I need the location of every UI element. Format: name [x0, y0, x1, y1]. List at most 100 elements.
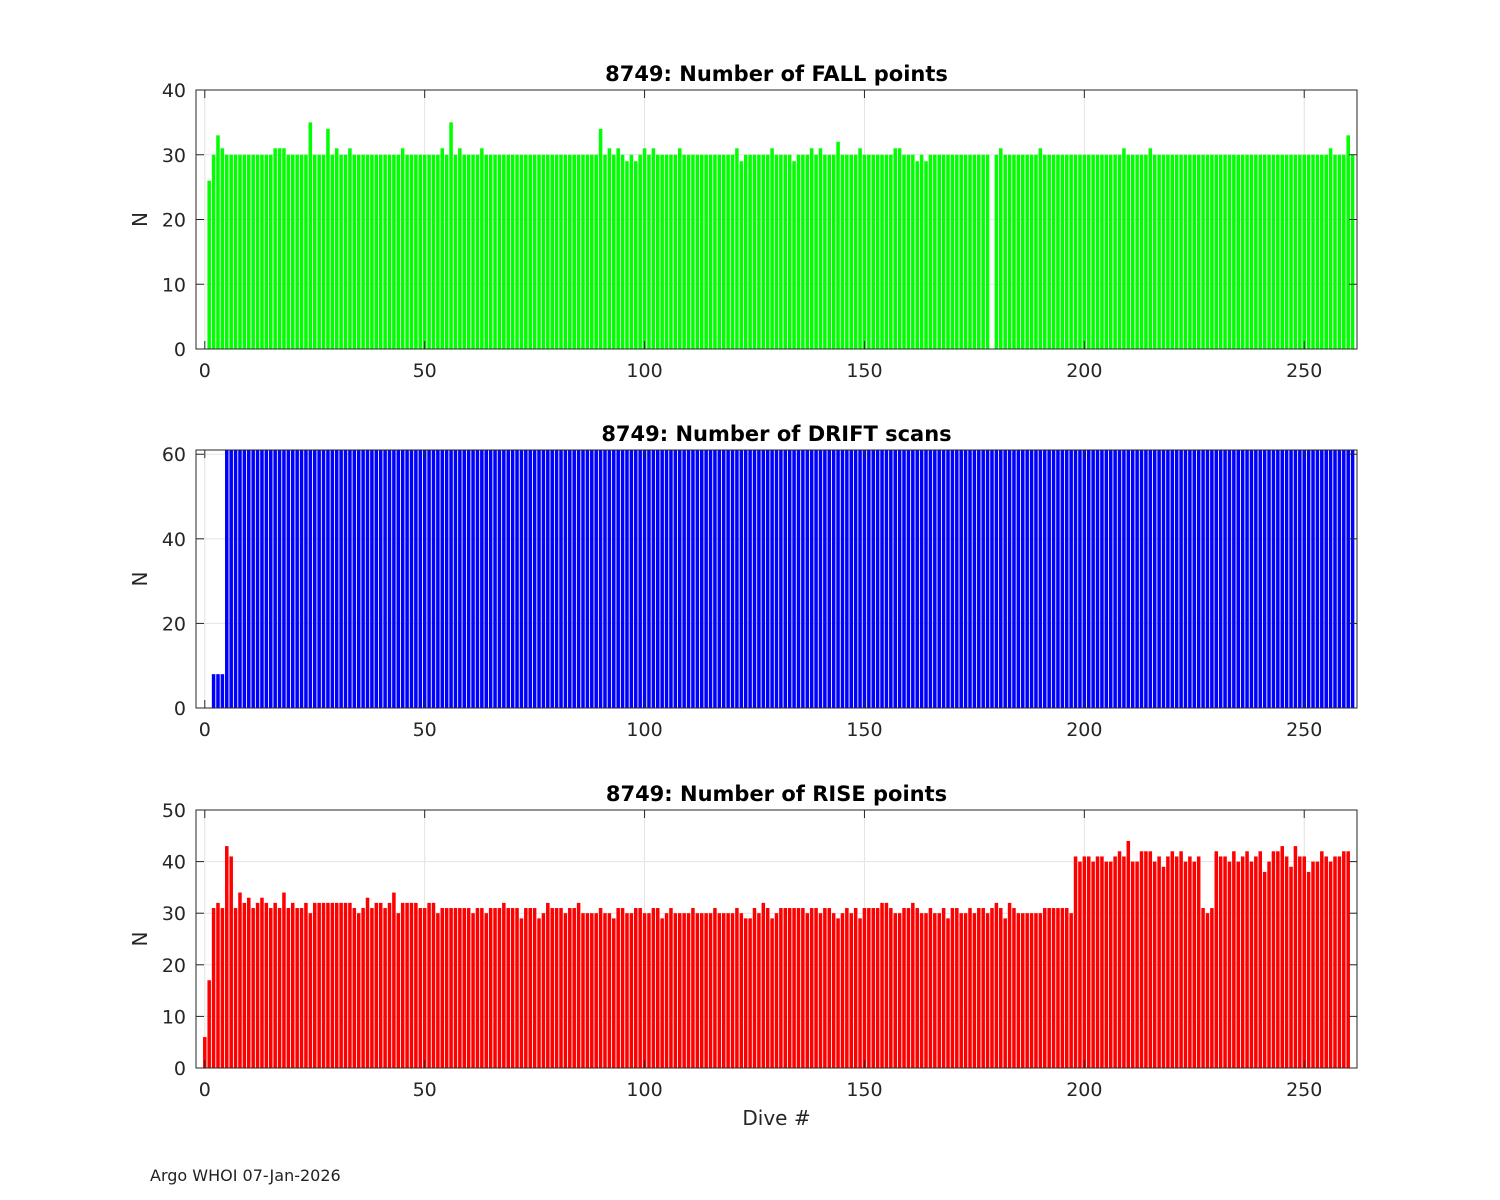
bar [572, 154, 576, 349]
bar [691, 154, 695, 349]
bar [620, 450, 625, 708]
bar [1152, 861, 1157, 1068]
bar [422, 154, 427, 349]
bar [1139, 851, 1144, 1068]
x-tick-label: 100 [626, 1079, 662, 1101]
bar [1126, 840, 1131, 1068]
bar [889, 450, 893, 708]
bar [968, 908, 972, 1068]
y-tick-label: 30 [162, 145, 186, 167]
bar [708, 450, 713, 708]
bar [792, 908, 796, 1068]
bar [1236, 861, 1241, 1068]
bar [933, 450, 937, 708]
bar [1166, 856, 1170, 1068]
bar [286, 450, 291, 708]
bar [524, 154, 528, 349]
bar [348, 148, 352, 349]
bar [1012, 154, 1016, 349]
bar [840, 154, 845, 349]
bar [880, 450, 884, 708]
bar [528, 908, 532, 1068]
bar [378, 902, 383, 1068]
bar [752, 450, 757, 708]
bar [937, 154, 941, 349]
bar [849, 913, 854, 1068]
bar [590, 913, 594, 1068]
x-tick-label: 150 [846, 360, 882, 382]
bar [308, 122, 313, 349]
bar [546, 450, 550, 708]
bar [765, 908, 770, 1068]
bar [304, 154, 308, 349]
bar [431, 154, 436, 349]
bar [607, 450, 612, 708]
x-tick-label: 250 [1286, 719, 1322, 741]
bar [312, 154, 317, 349]
bar [1298, 450, 1302, 708]
bar [348, 902, 352, 1068]
bar [823, 908, 827, 1068]
bar [1298, 154, 1302, 349]
bar [669, 908, 673, 1068]
bar [634, 908, 638, 1068]
bar [220, 908, 225, 1068]
bar [1280, 450, 1284, 708]
bar [814, 154, 818, 349]
bar [1227, 154, 1232, 349]
bar [831, 913, 836, 1068]
bar [1311, 154, 1315, 349]
bar [787, 908, 792, 1068]
bar [400, 148, 405, 349]
bar [1051, 154, 1056, 349]
bar [1108, 450, 1113, 708]
x-axis-label: Dive # [742, 1106, 810, 1130]
chart-title: 8749: Number of FALL points [605, 62, 948, 86]
bar [1122, 450, 1126, 708]
bar [1069, 450, 1073, 708]
bar [576, 154, 581, 349]
bar [502, 450, 506, 708]
bar [783, 908, 788, 1068]
bar [871, 908, 876, 1068]
bar [1157, 154, 1161, 349]
bar [220, 148, 225, 349]
bar [1280, 154, 1284, 349]
bar [985, 154, 990, 349]
bar [902, 450, 906, 708]
bar [1284, 856, 1289, 1068]
bar [449, 450, 453, 708]
bar-series [207, 122, 1355, 349]
x-tick-label: 0 [199, 360, 211, 382]
bar [238, 450, 242, 708]
bar [1232, 851, 1236, 1068]
bar [699, 913, 704, 1068]
bar [356, 154, 361, 349]
bar [361, 450, 365, 708]
bar [334, 450, 339, 708]
bar [1289, 866, 1293, 1068]
bar [677, 450, 682, 708]
x-tick-label: 150 [846, 1079, 882, 1101]
bar [1095, 154, 1100, 349]
bar [1342, 450, 1346, 708]
bar [343, 902, 348, 1068]
bar [581, 913, 585, 1068]
y-tick-label: 10 [162, 274, 186, 296]
bar [352, 908, 357, 1068]
bar [1038, 148, 1043, 349]
bar [1249, 154, 1254, 349]
bar [968, 450, 972, 708]
bar [440, 148, 445, 349]
bar [1240, 154, 1245, 349]
bar [704, 450, 708, 708]
bar [1188, 856, 1192, 1068]
bar [326, 902, 330, 1068]
bar [616, 908, 620, 1068]
bar [1056, 450, 1060, 708]
bar [726, 154, 730, 349]
bar [1210, 908, 1214, 1068]
bar [836, 450, 840, 708]
bar [1315, 861, 1320, 1068]
bar [273, 450, 277, 708]
